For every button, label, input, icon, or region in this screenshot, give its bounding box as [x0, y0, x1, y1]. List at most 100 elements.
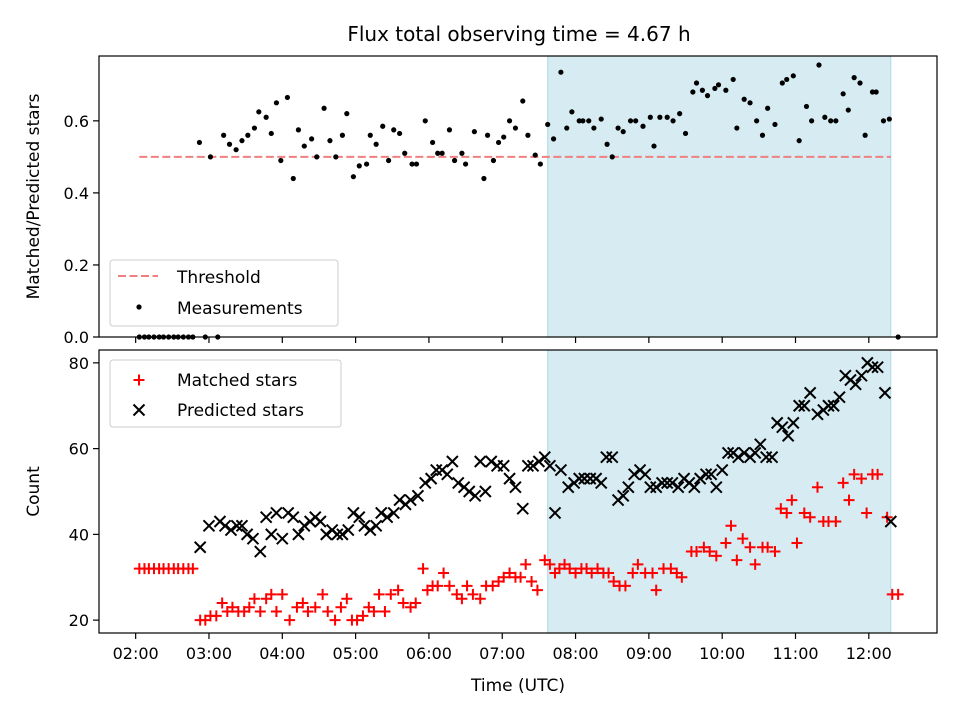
- predicted-star-point: [855, 369, 868, 382]
- predicted-star-point: [474, 455, 487, 468]
- measurement-point: [495, 139, 502, 146]
- matched-star-point: [265, 588, 277, 600]
- count-ytick-label: 60: [69, 440, 89, 459]
- predicted-star-point: [833, 390, 846, 404]
- measurement-point: [451, 157, 458, 164]
- predicted-star-point: [573, 472, 586, 485]
- measurement-point: [564, 125, 570, 131]
- matched-star-point: [461, 580, 473, 592]
- matched-star-point: [804, 511, 816, 523]
- count-xtick-label: 11:00: [772, 644, 818, 663]
- predicted-star-point: [827, 399, 840, 412]
- predicted-star-point: [218, 519, 232, 533]
- measurement-point: [886, 116, 892, 122]
- predicted-star-point: [538, 450, 551, 464]
- measurement-point: [409, 161, 415, 167]
- measurement-point: [545, 121, 551, 128]
- count-ytick-label: 40: [69, 525, 89, 544]
- predicted-star-point: [509, 481, 522, 494]
- predicted-star-point: [798, 399, 811, 412]
- matched-star-point: [417, 563, 429, 575]
- measurement-point: [550, 136, 557, 142]
- predicted-star-point: [671, 481, 685, 494]
- count-ytick-label: 20: [69, 611, 89, 630]
- ratio-ytick-label: 0.4: [64, 184, 89, 203]
- predicted-star-point: [617, 489, 630, 502]
- matched-star-point: [608, 576, 620, 588]
- matched-star-point: [531, 584, 543, 596]
- measurement-point: [233, 147, 239, 153]
- count-panel: 20 40 60 80 02:00 03:00 04:00 05:00 06:00 07:00 08…: [24, 349, 938, 696]
- count-xtick-label: 10:00: [699, 644, 745, 663]
- matched-star-point: [781, 507, 793, 519]
- measurement-point: [429, 139, 436, 146]
- predicted-star-point: [387, 506, 400, 520]
- predicted-star-point: [548, 506, 562, 520]
- predicted-star-point: [737, 446, 751, 460]
- measurement-point: [576, 118, 582, 124]
- matched-star-point: [710, 550, 722, 562]
- measurement-point: [615, 125, 621, 131]
- count-xlabel: Time (UTC): [470, 676, 565, 696]
- measurement-point: [845, 107, 851, 113]
- predicted-star-point: [688, 481, 701, 494]
- measurement-point: [609, 154, 615, 160]
- matched-star-point: [872, 468, 884, 480]
- predicted-star-point: [521, 459, 535, 472]
- predicted-star-point: [776, 420, 789, 434]
- matched-star-point: [276, 588, 288, 600]
- measurement-point: [822, 114, 828, 120]
- measurement-point: [525, 132, 531, 138]
- matched-star-point: [379, 606, 391, 618]
- chart-title: Flux total observing time = 4.67 h: [347, 22, 690, 46]
- measurement-point: [682, 130, 689, 137]
- predicted-star-point: [503, 472, 516, 485]
- measurement-point: [880, 118, 887, 124]
- predicted-star-point: [759, 450, 773, 464]
- measurement-point: [380, 123, 386, 129]
- predicted-star-point: [202, 519, 216, 533]
- measurement-point: [754, 118, 760, 124]
- measurement-point: [520, 98, 526, 104]
- matched-star-point: [775, 503, 787, 515]
- predicted-star-point: [622, 481, 635, 494]
- matched-star-point: [855, 473, 867, 485]
- predicted-star-point: [792, 399, 806, 412]
- predicted-star-point: [287, 511, 300, 524]
- predicted-star-point: [627, 468, 641, 481]
- measurement-point: [512, 125, 519, 131]
- legend-matched-swatch: [133, 374, 145, 386]
- predicted-star-point: [380, 511, 394, 524]
- predicted-star-point: [336, 528, 349, 541]
- matched-star-point: [357, 610, 369, 622]
- matched-star-point: [520, 558, 532, 570]
- matched-star-point: [291, 601, 303, 613]
- matched-star-point: [322, 606, 334, 618]
- measurement-point: [471, 129, 477, 135]
- predicted-star-point: [595, 476, 608, 490]
- matched-star-point: [410, 597, 422, 609]
- measurement-point: [569, 109, 575, 115]
- matched-star-point: [769, 546, 781, 558]
- measurement-point: [321, 105, 327, 111]
- matched-star-point: [438, 567, 450, 579]
- predicted-star-point: [342, 523, 355, 537]
- legend-predicted-label: Predicted stars: [177, 401, 304, 421]
- ratio-frame: [98, 55, 938, 338]
- predicted-star-point: [532, 455, 546, 468]
- measurement-point: [690, 89, 696, 95]
- ratio-ytick-label: 0.2: [64, 256, 89, 275]
- measurement-point: [699, 87, 705, 93]
- predicted-star-point: [781, 429, 795, 442]
- predicted-star-point: [649, 481, 663, 494]
- matched-star-point: [737, 533, 749, 545]
- predicted-star-point: [721, 446, 735, 460]
- matched-star-point: [691, 546, 703, 558]
- measurement-point: [284, 94, 291, 101]
- predicted-star-point: [331, 528, 344, 541]
- matched-star-point: [467, 588, 479, 600]
- measurement-point: [333, 154, 339, 160]
- measurement-point: [741, 96, 747, 102]
- measurement-point: [196, 139, 203, 146]
- measurement-point: [828, 118, 834, 124]
